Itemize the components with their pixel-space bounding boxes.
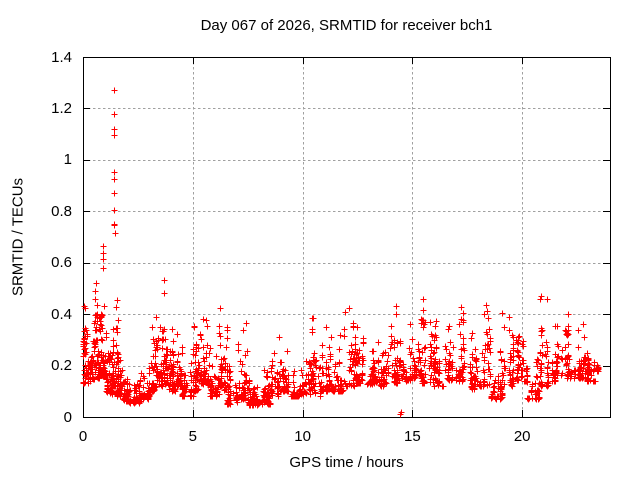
y-tick-label: 0.6	[51, 254, 72, 272]
axis-tick-marks	[83, 57, 610, 418]
chart-title: Day 067 of 2026, SRMTID for receiver bch…	[200, 17, 493, 34]
y-axis-label: SRMTID / TECUs	[9, 177, 27, 297]
data-points	[80, 87, 602, 418]
y-tick-label: 0.2	[51, 357, 72, 375]
y-tick-label: 0.8	[51, 202, 72, 220]
gridlines	[83, 57, 610, 417]
x-tick-label: 20	[513, 428, 531, 445]
x-axis-label: GPS time / hours	[289, 454, 404, 471]
x-tick-label: 0	[78, 428, 88, 445]
x-tick-label: 15	[404, 428, 421, 445]
x-tick-label: 5	[188, 428, 197, 445]
y-tick-label: 0	[63, 408, 72, 426]
y-tick-label: 1	[63, 151, 72, 169]
y-tick-label: 1.2	[51, 99, 72, 117]
x-tick-label: 10	[294, 428, 311, 445]
y-tick-label: 0.4	[51, 305, 72, 323]
plot-border	[83, 57, 611, 418]
y-tick-label: 1.4	[51, 48, 72, 66]
